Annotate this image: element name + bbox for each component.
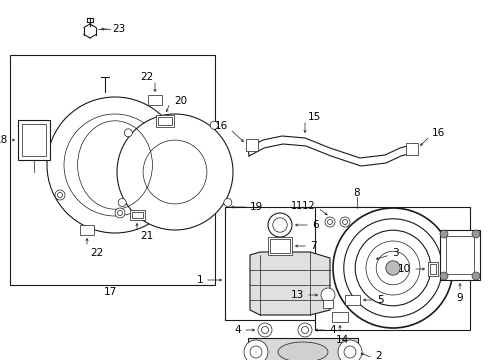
Circle shape [297,323,311,337]
Circle shape [143,140,206,204]
Circle shape [224,198,231,207]
Circle shape [115,208,125,218]
Bar [132,212,142,218]
Bar [314,207,469,330]
Circle shape [325,217,334,227]
Bar [18,120,50,160]
Text: 1112: 1112 [291,201,315,211]
Text: 4: 4 [328,325,335,335]
Circle shape [385,261,399,275]
Circle shape [118,198,126,207]
Text: 16: 16 [431,128,445,138]
Circle shape [332,208,452,328]
Circle shape [439,272,447,280]
Circle shape [339,217,349,227]
Bar [158,117,172,125]
Bar [245,139,258,151]
Circle shape [267,213,291,237]
Text: 15: 15 [307,112,321,122]
Circle shape [58,193,62,198]
Text: 4: 4 [234,325,241,335]
Bar [130,210,145,220]
Bar [445,236,473,274]
Text: 16: 16 [214,121,227,131]
Text: 20: 20 [174,96,187,106]
Bar [427,262,437,276]
Text: 19: 19 [249,202,263,212]
Circle shape [439,230,447,238]
Text: 22: 22 [140,72,153,82]
Bar [269,239,289,253]
Bar [345,295,359,305]
Circle shape [210,121,218,129]
Text: 7: 7 [309,241,316,251]
Circle shape [320,288,334,302]
Bar [156,115,174,127]
Text: 23: 23 [112,24,125,34]
Bar [148,95,162,105]
Bar [323,300,332,308]
Bar [10,55,215,285]
Text: 5: 5 [376,295,383,305]
Circle shape [272,218,286,232]
Text: 6: 6 [311,220,318,230]
Text: 1: 1 [196,275,203,285]
Circle shape [258,323,271,337]
Text: 18: 18 [0,135,8,145]
Text: 9: 9 [456,293,462,303]
Text: 13: 13 [290,290,304,300]
Bar [267,237,291,255]
Circle shape [47,97,183,233]
Circle shape [471,230,479,238]
Text: 17: 17 [103,287,116,297]
Bar [80,225,94,235]
Text: 22: 22 [90,248,103,258]
Text: 10: 10 [397,264,410,274]
Circle shape [124,129,132,137]
Bar [331,312,347,322]
Text: 14: 14 [335,335,348,345]
Bar [22,124,46,156]
Circle shape [64,114,165,216]
Circle shape [117,114,232,230]
Polygon shape [249,252,329,315]
Circle shape [337,340,361,360]
Circle shape [471,272,479,280]
Bar [439,230,479,280]
Text: 2: 2 [374,351,381,360]
Circle shape [244,340,267,360]
Bar [247,338,357,360]
Circle shape [117,211,122,216]
Bar [224,207,374,320]
Text: 3: 3 [391,248,398,258]
Bar [405,143,417,155]
Ellipse shape [278,342,327,360]
Text: 8: 8 [353,188,360,198]
Circle shape [55,190,65,200]
Bar [429,264,435,274]
Text: 21: 21 [140,231,153,241]
